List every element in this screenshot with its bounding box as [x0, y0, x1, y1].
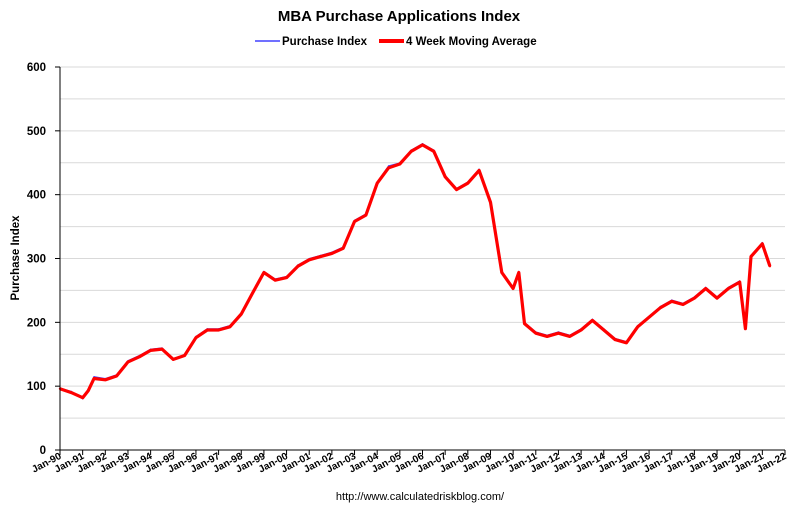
data-point — [376, 182, 379, 185]
data-point — [285, 276, 288, 279]
data-point — [92, 377, 96, 380]
data-point — [364, 213, 368, 217]
legend-label-purchase-index: Purchase Index — [282, 36, 368, 48]
data-point — [421, 143, 424, 147]
data-point — [647, 316, 651, 319]
data-point — [308, 258, 311, 261]
data-point — [330, 252, 334, 255]
y-tick-label: 100 — [27, 381, 46, 393]
data-point — [744, 327, 747, 330]
data-point — [670, 300, 673, 303]
data-point — [768, 265, 772, 268]
data-point — [81, 396, 84, 399]
data-point — [613, 338, 617, 341]
data-point — [149, 349, 152, 352]
data-point — [500, 271, 503, 274]
source-note: http://www.calculatedriskblog.com/ — [336, 491, 505, 503]
series-moving-average — [58, 143, 772, 400]
data-point — [761, 242, 764, 245]
data-point — [104, 378, 107, 381]
legend-label-moving-average: 4 Week Moving Average — [406, 36, 537, 48]
data-point — [342, 247, 345, 250]
data-point — [523, 322, 526, 325]
data-point — [432, 150, 435, 153]
data-point — [274, 279, 277, 282]
data-point — [228, 325, 232, 328]
line-moving-average — [59, 143, 772, 400]
data-point — [183, 354, 186, 357]
data-point — [444, 175, 447, 178]
data-point — [70, 391, 73, 394]
data-point — [534, 332, 537, 335]
data-point — [625, 341, 628, 344]
data-point — [749, 255, 753, 258]
data-point — [511, 287, 515, 290]
data-point — [387, 166, 390, 170]
data-point — [319, 255, 322, 258]
chart-title: MBA Purchase Applications Index — [278, 8, 521, 25]
data-point — [206, 328, 209, 332]
data-point — [579, 328, 583, 332]
data-point — [296, 265, 300, 268]
data-point — [172, 358, 175, 361]
y-axis-label: Purchase Index — [10, 215, 22, 301]
data-point — [398, 162, 401, 166]
data-point — [251, 291, 254, 295]
data-point — [194, 336, 198, 339]
y-tick-label: 300 — [27, 254, 46, 266]
data-point — [160, 347, 164, 351]
data-point — [557, 332, 560, 335]
data-point — [681, 303, 685, 306]
data-point — [727, 287, 730, 290]
series-layer — [58, 143, 772, 400]
data-point — [738, 280, 741, 284]
data-point — [568, 335, 571, 338]
data-point — [693, 296, 696, 300]
y-axis-ticks: 0 100 200 300 400 500 600 — [27, 62, 60, 457]
data-point — [704, 287, 707, 290]
legend: Purchase Index 4 Week Moving Average — [255, 36, 537, 48]
data-point — [353, 220, 356, 223]
data-point — [636, 325, 639, 328]
line-purchase-index — [59, 143, 771, 400]
data-point — [126, 360, 130, 364]
y-tick-label: 500 — [27, 126, 46, 138]
y-tick-label: 0 — [40, 445, 46, 457]
data-point — [545, 335, 549, 338]
data-point — [715, 296, 719, 300]
series-purchase-index — [59, 143, 771, 400]
data-point — [93, 376, 95, 378]
y-tick-label: 400 — [27, 190, 46, 202]
data-point — [240, 312, 243, 316]
y-tick-label: 200 — [27, 317, 46, 329]
data-point — [410, 150, 413, 153]
data-point — [489, 201, 492, 204]
data-point — [517, 271, 520, 274]
y-tick-label: 600 — [27, 62, 46, 74]
data-point — [477, 169, 481, 172]
data-point — [659, 306, 662, 309]
data-point — [455, 188, 458, 191]
data-point — [115, 374, 118, 378]
x-axis-ticks: Jan-90Jan-91Jan-92Jan-93Jan-94Jan-95Jan-… — [30, 450, 789, 476]
grid-lines — [60, 66, 785, 419]
data-point — [87, 389, 90, 392]
data-point — [591, 319, 594, 322]
data-point — [217, 328, 220, 332]
data-point — [466, 182, 469, 185]
data-point — [262, 271, 266, 274]
data-point — [602, 328, 605, 332]
data-point — [138, 355, 141, 358]
